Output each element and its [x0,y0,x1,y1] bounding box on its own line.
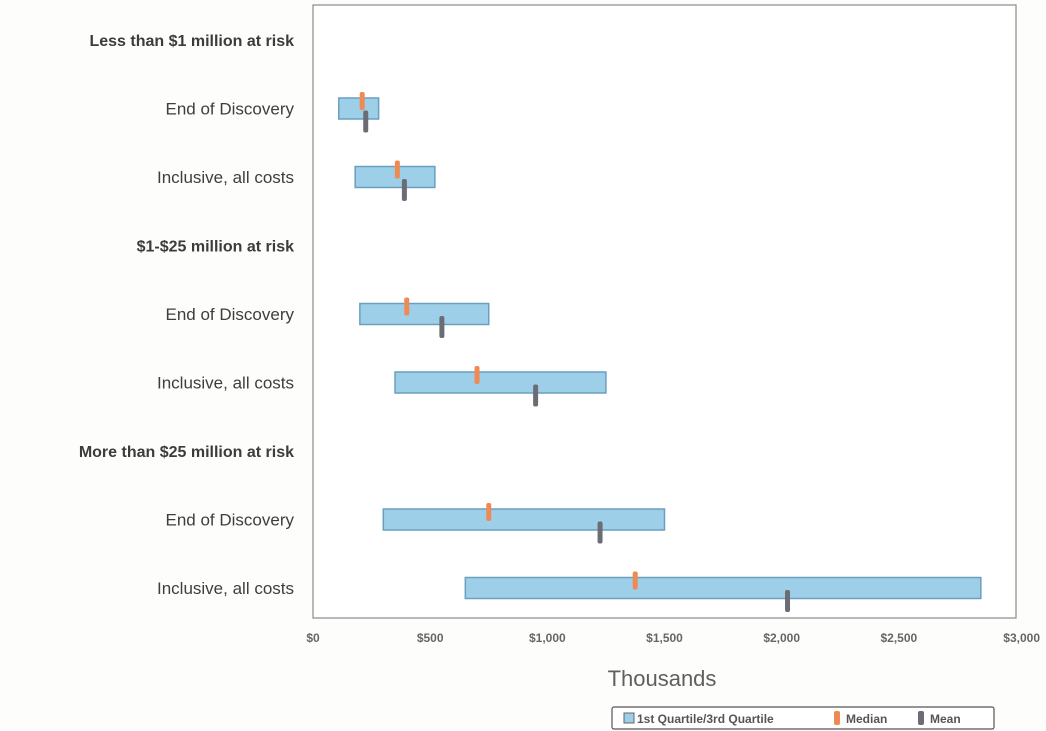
median-marker [486,503,492,521]
quartile-bar [338,97,380,120]
category-label: End of Discovery [166,305,295,324]
median-markers [359,92,638,590]
legend-swatch-quartile [623,712,635,724]
quartile-bar [464,576,982,600]
category-label: End of Discovery [166,511,295,530]
median-marker [359,92,365,110]
mean-marker [401,179,407,201]
median-marker [474,366,480,384]
median-marker [394,160,400,179]
legend-label-mean: Mean [930,712,961,726]
category-labels: Less than $1 million at risk End of Disco… [79,33,295,598]
legend-label-median: Median [846,712,887,726]
mean-marker [533,384,539,407]
x-tick-label: $1,500 [646,631,683,645]
legend-label-quartile: 1st Quartile/3rd Quartile [637,712,774,726]
x-tick-labels: $0 $500 $1,000 $1,500 $2,000 $2,500 $3,000 [306,631,1040,645]
x-tick-label: $500 [417,631,444,645]
legend: 1st Quartile/3rd Quartile Median Mean [611,706,995,730]
mean-markers [363,110,791,612]
x-tick-label: $3,000 [1003,631,1040,645]
quartile-bar [382,508,666,531]
quartile-bar [359,302,490,326]
quartile-bars [338,97,982,600]
category-group-label: More than $25 million at risk [79,444,294,461]
x-tick-label: $1,000 [529,631,566,645]
quartile-bar [394,371,607,394]
mean-marker [439,316,445,338]
median-marker [404,297,410,316]
mean-marker [363,110,369,133]
x-axis-title: Thousands [608,666,717,691]
legend-swatch-median [834,711,840,725]
category-label: Inclusive, all costs [157,168,294,187]
median-marker [632,571,638,590]
category-label: Inclusive, all costs [157,374,294,393]
mean-marker [785,590,791,612]
x-tick-label: $2,000 [763,631,800,645]
category-label: End of Discovery [166,100,295,119]
mean-marker [597,521,603,544]
x-tick-label: $0 [306,631,320,645]
x-tick-label: $2,500 [880,631,917,645]
category-group-label: Less than $1 million at risk [89,33,294,50]
category-label: Inclusive, all costs [157,579,294,598]
legend-box [611,706,995,730]
legend-swatch-mean [918,711,924,725]
category-group-label: $1-$25 million at risk [137,239,295,256]
